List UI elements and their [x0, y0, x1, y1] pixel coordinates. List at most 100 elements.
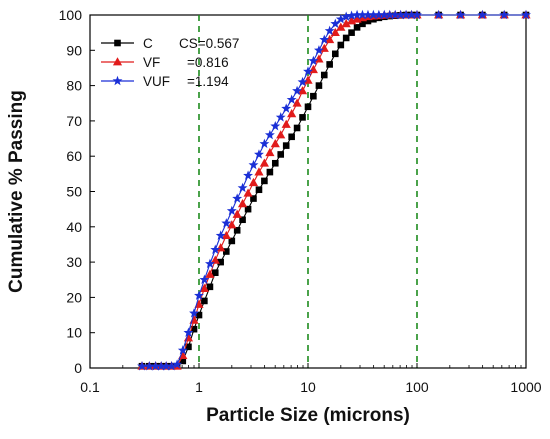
data-point — [297, 76, 308, 87]
data-point — [226, 205, 237, 216]
data-point — [352, 9, 363, 20]
data-point — [455, 9, 466, 20]
data-point — [227, 220, 237, 229]
data-point — [239, 216, 246, 224]
legend-item-vf: VF =0.816 — [101, 55, 229, 70]
data-point — [319, 34, 330, 44]
data-point — [308, 55, 319, 66]
data-point — [287, 109, 297, 118]
data-point — [293, 124, 301, 132]
y-tick-label: 0 — [74, 360, 82, 376]
data-point — [221, 218, 232, 228]
data-point — [199, 274, 210, 284]
data-point — [281, 119, 291, 128]
data-point — [276, 130, 286, 139]
data-point — [303, 66, 313, 76]
data-point — [315, 82, 323, 89]
x-tick-label: 10 — [300, 379, 316, 395]
data-point — [292, 85, 303, 96]
legend-cs-value: =0.816 — [187, 55, 229, 70]
x-tick-label: 0.1 — [80, 379, 100, 395]
legend-marker — [114, 39, 121, 47]
data-point — [271, 159, 279, 167]
data-point — [412, 9, 422, 20]
data-point — [341, 19, 351, 28]
data-point — [204, 258, 215, 269]
data-point — [232, 193, 243, 203]
data-point — [248, 177, 259, 187]
data-point — [499, 9, 510, 20]
data-point — [390, 9, 401, 20]
data-point — [320, 71, 328, 79]
y-tick-label: 20 — [66, 289, 82, 305]
data-point — [335, 14, 346, 24]
data-point — [357, 9, 368, 20]
data-point — [353, 24, 361, 31]
data-point — [373, 9, 384, 20]
data-point — [310, 92, 317, 100]
y-tick-label: 80 — [66, 78, 82, 94]
x-tick-label: 1 — [195, 379, 203, 395]
legend-series-name: VUF — [143, 74, 170, 89]
data-point — [265, 147, 275, 157]
legend: C CS=0.567 VF =0.816 VUF =1.194 — [101, 36, 239, 89]
data-point — [156, 361, 167, 371]
y-axis-ticks: 0 10 20 30 40 50 60 70 80 90 100 — [59, 7, 95, 376]
data-point — [228, 237, 236, 245]
data-point — [195, 311, 203, 319]
data-point — [330, 18, 341, 29]
data-point — [201, 297, 208, 305]
data-point — [210, 244, 221, 254]
legend-item-c: C CS=0.567 — [101, 36, 239, 51]
data-point — [233, 227, 241, 234]
data-point — [254, 167, 264, 176]
y-tick-label: 60 — [66, 148, 82, 164]
data-point — [292, 98, 302, 107]
data-point — [266, 168, 274, 176]
data-point — [299, 114, 306, 121]
data-point — [342, 34, 350, 42]
data-point — [379, 9, 390, 20]
y-tick-label: 90 — [66, 42, 82, 58]
x-axis-ticks: 0.1 1 10 100 1000 — [80, 363, 542, 395]
data-point — [243, 170, 254, 180]
data-point — [166, 361, 177, 371]
data-point — [222, 248, 230, 255]
data-point — [325, 34, 335, 44]
y-tick-label: 50 — [66, 184, 82, 200]
data-point — [363, 9, 373, 20]
legend-marker — [112, 75, 123, 86]
data-point — [337, 41, 345, 49]
data-point — [250, 195, 257, 202]
y-tick-label: 100 — [59, 7, 83, 23]
legend-series-name: VF — [143, 55, 160, 70]
data-point — [177, 345, 188, 355]
data-point — [433, 9, 444, 20]
data-point — [199, 283, 209, 292]
data-point — [297, 86, 308, 95]
data-point — [324, 25, 335, 36]
data-point — [313, 45, 324, 55]
data-point — [326, 61, 333, 68]
data-point — [210, 255, 220, 264]
data-point — [331, 50, 339, 58]
data-point — [286, 94, 297, 104]
x-tick-label: 1000 — [510, 379, 541, 395]
data-point — [521, 9, 531, 20]
data-point — [348, 29, 355, 36]
legend-cs-value: =1.194 — [187, 74, 229, 89]
data-point — [144, 361, 155, 371]
data-point — [217, 258, 224, 266]
y-tick-label: 70 — [66, 113, 82, 129]
data-point — [179, 357, 187, 365]
data-point — [270, 120, 281, 131]
y-tick-label: 30 — [66, 254, 82, 270]
data-point — [194, 290, 204, 300]
data-point — [255, 186, 263, 194]
data-point — [359, 20, 366, 28]
data-point — [137, 361, 147, 371]
data-point — [261, 177, 268, 185]
data-point — [185, 343, 192, 351]
legend-marker — [112, 57, 123, 66]
